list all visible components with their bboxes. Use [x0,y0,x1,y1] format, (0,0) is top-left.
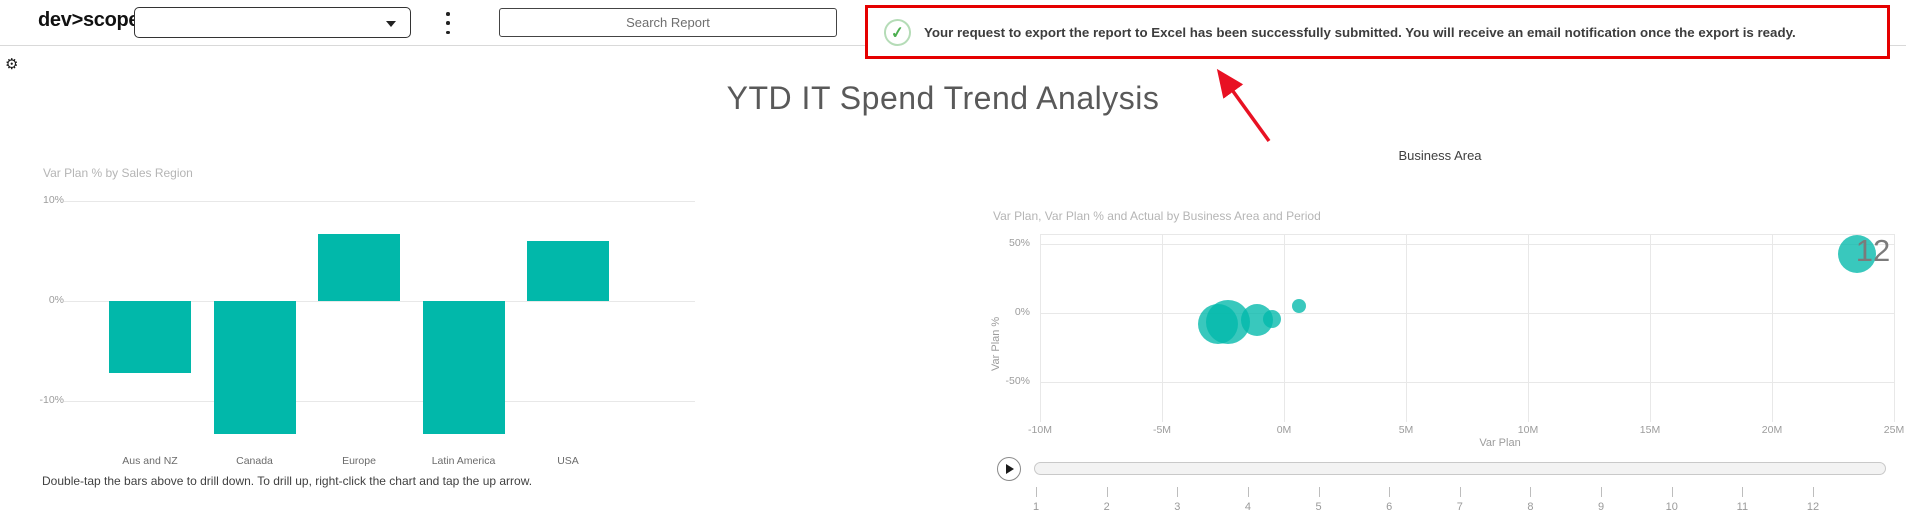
play-axis-tick-label: 7 [1456,501,1463,513]
play-axis-tick-mark [1036,487,1037,497]
play-axis-tick-mark [1177,487,1179,497]
play-axis-tick-mark [1813,487,1815,497]
scatter-chart-title: Var Plan, Var Plan % and Actual by Busin… [993,209,1321,223]
play-axis-slider-track[interactable] [1034,462,1886,475]
drill-hint-text: Double-tap the bars above to drill down.… [42,474,533,488]
play-axis-tick-label: 1 [1032,501,1040,513]
bar-latin-america[interactable] [422,301,505,434]
bar-usa[interactable] [527,241,609,301]
play-axis-tick-label: 3 [1174,501,1181,513]
bar-canada[interactable] [213,301,296,434]
bar-gridline [64,301,695,302]
play-axis-tick-mark [1318,487,1320,497]
scatter-v-gridline [1894,234,1895,422]
scatter-y-tick-label: 0% [1014,306,1030,318]
search-report-input[interactable] [499,8,837,37]
bar-y-tick-label: 10% [42,194,64,206]
scatter-x-tick-label: -5M [1152,424,1172,436]
data-bubble[interactable] [1838,234,1877,273]
play-axis-tick-label: 6 [1386,501,1393,513]
bar-y-tick-label: 0% [48,294,64,306]
scatter-v-gridline [1650,234,1651,422]
scatter-h-gridline [1040,313,1894,314]
bar-x-category-label: Latin America [431,455,496,467]
play-axis-tick-label: 2 [1103,501,1110,513]
scatter-v-gridline [1284,234,1285,422]
scatter-x-tick-label: -10M [1028,424,1052,436]
banner-message: Your request to export the report to Exc… [924,24,1796,40]
play-icon [1006,464,1014,474]
bar-y-tick-label: -10% [39,394,64,406]
data-bubble[interactable] [1291,299,1306,314]
play-axis-tick-label: 8 [1527,501,1534,513]
bar-x-category-label: Europe [342,455,376,467]
play-axis-tick-mark [1742,487,1744,497]
scatter-v-gridline [1040,234,1041,422]
play-axis-tick-mark [1601,487,1603,497]
page-title: YTD IT Spend Trend Analysis [726,80,1160,116]
scatter-y-axis-title: Var Plan % [990,316,1002,371]
annotation-arrow [1216,68,1271,143]
play-axis-frame-label: 12 [1855,233,1891,268]
bar-x-category-label: Aus and NZ [122,455,178,467]
scatter-x-tick-label: 15M [1639,424,1661,436]
play-axis-tick-mark [1106,487,1108,497]
bar-x-category-label: USA [557,455,579,467]
scatter-h-gridline [1040,244,1894,245]
legend-title-business-area: Business Area [1398,148,1482,163]
devscope-logo: dev>scope [38,9,140,31]
scatter-v-gridline [1528,234,1529,422]
scatter-v-gridline [1406,234,1407,422]
bar-x-category-label: Canada [236,455,273,467]
play-axis-tick-label: 10 [1665,501,1678,513]
play-axis-tick-label: 4 [1244,501,1251,513]
bar-europe[interactable] [318,234,400,301]
export-success-banner: ✓ Your request to export the report to E… [865,5,1890,59]
data-bubble[interactable] [1262,309,1281,328]
success-check-icon: ✓ [882,17,913,47]
scatter-x-tick-label: 20M [1761,424,1783,436]
scatter-y-tick-label: -50% [1005,375,1030,387]
bar-gridline [64,401,695,402]
scatter-plot-top-border [1040,234,1894,235]
bar-aus-and-nz[interactable] [109,301,191,373]
report-selector-dropdown[interactable] [134,7,411,38]
scatter-x-tick-label: 0M [1276,424,1292,436]
play-axis-tick-label: 9 [1598,501,1605,513]
play-axis-tick-mark [1530,487,1532,497]
scatter-x-tick-label: 25M [1883,424,1905,436]
play-axis-tick-mark [1389,487,1391,497]
scatter-h-gridline [1040,382,1894,383]
bar-chart-title: Var Plan % by Sales Region [43,166,193,180]
play-axis-tick-mark [1247,487,1249,497]
scatter-x-tick-label: 5M [1398,424,1414,436]
scatter-v-gridline [1162,234,1163,422]
play-button[interactable] [997,457,1021,481]
scatter-y-tick-label: 50% [1008,237,1030,249]
kebab-menu-icon[interactable] [444,12,452,34]
chevron-down-icon [386,21,396,27]
play-axis-tick-label: 12 [1806,501,1820,513]
play-axis-tick-label: 11 [1736,501,1749,513]
scatter-v-gridline [1772,234,1773,422]
play-axis-tick-label: 5 [1315,501,1322,513]
settings-gear-icon[interactable]: ⚙ [5,56,19,73]
play-axis-tick-mark [1459,487,1461,497]
scatter-x-axis-title: Var Plan [1479,437,1521,449]
play-axis-tick-mark [1671,487,1673,497]
scatter-x-tick-label: 10M [1517,424,1539,436]
bar-gridline [64,201,695,202]
